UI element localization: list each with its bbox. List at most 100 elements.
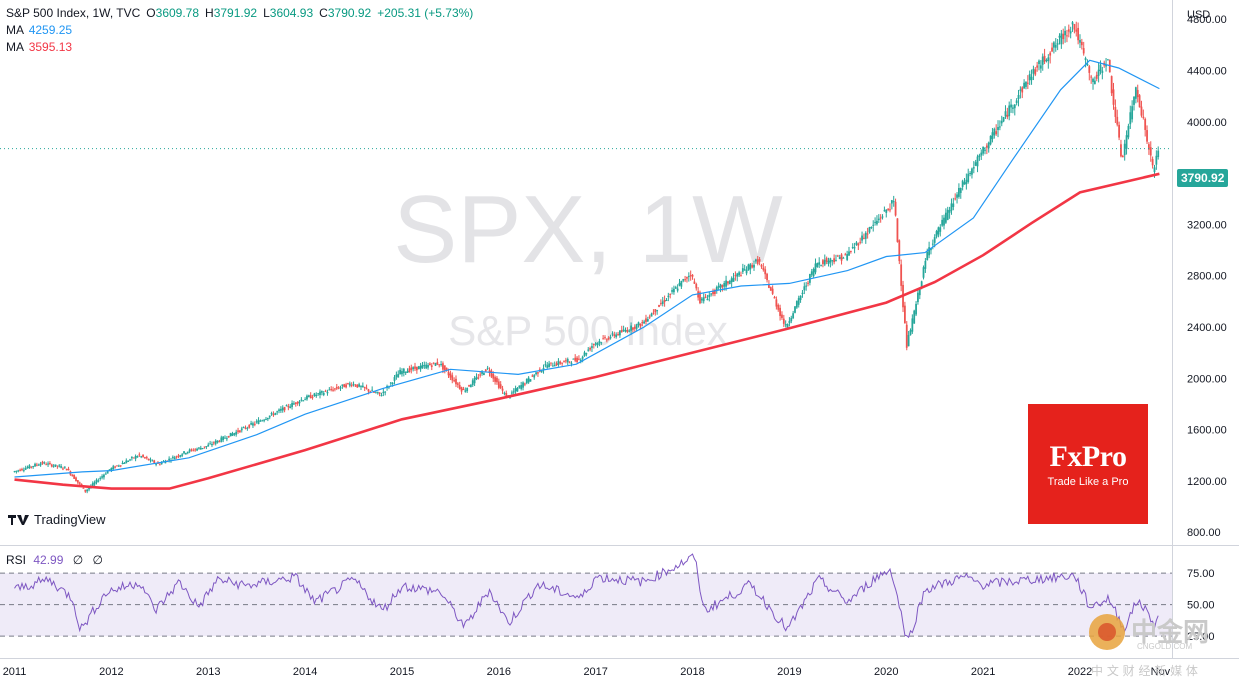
candle-body [982,146,985,154]
candle-body [686,277,688,279]
candle-body [985,145,988,148]
candle-body [1002,117,1005,122]
candle-body [319,391,321,396]
candle-body [26,467,29,469]
candle-body [1015,100,1018,104]
candle-body [402,368,405,373]
candle-body [954,198,957,200]
candle-body [45,464,48,466]
candle-body [551,365,554,367]
candle-body [524,383,526,385]
candle-body [306,395,308,400]
candle-body [544,364,547,366]
candle-body [935,231,938,237]
candle-body [233,433,236,435]
candle-body [1041,56,1044,65]
candle-body [535,372,537,375]
candle-body [971,168,973,175]
y-tick-label: 800.00 [1187,527,1221,539]
candle-body [864,232,867,239]
candle-body [564,360,567,362]
candle-body [317,393,320,395]
x-tick-label: 2021 [971,666,995,678]
candle-body [915,303,917,315]
candle-body [285,405,288,407]
candle-body [989,135,992,145]
candle-body [429,363,431,366]
candle-body [1043,55,1046,62]
candle-body [637,322,640,325]
candle-body [514,388,517,392]
candle-body [188,449,191,452]
candle-body [818,262,821,265]
candle-body [667,295,670,297]
candle-body [1060,33,1063,45]
candle-body [28,465,31,469]
candle-body [868,227,871,233]
candle-body [1021,87,1024,93]
candle-body [279,409,282,411]
candle-body [415,366,418,371]
candle-body [823,259,826,265]
candle-body [244,427,247,429]
candle-body [754,259,757,262]
candle-body [1077,27,1080,41]
candle-body [227,435,230,438]
candle-body [373,391,375,393]
candle-body [587,349,590,351]
candle-body [97,480,100,482]
candle-body [708,294,711,298]
candle-body [63,466,66,468]
candle-body [252,423,254,426]
candle-body [920,281,923,288]
candle-body [460,387,463,392]
candle-body [19,469,22,471]
candle-body [643,321,646,324]
candle-body [41,461,44,464]
candle-body [21,469,23,471]
ma-200-line [14,172,1160,490]
candle-body [263,419,266,421]
candle-body [350,385,353,387]
candle-body [171,456,174,458]
candle-body [911,318,914,332]
candle-body [1157,150,1160,157]
candle-body [356,384,359,388]
candle-body [35,464,38,466]
candle-body [835,260,837,262]
candle-body [533,375,536,378]
candle-body [896,218,899,242]
candle-body [678,282,681,286]
candle-body [330,388,333,390]
candle-body [250,423,252,425]
candle-body [246,427,249,429]
candle-body [293,403,295,405]
candle-body [656,310,659,312]
candle-body [434,363,437,366]
candle-body [196,448,198,451]
y-tick-label: 4400.00 [1187,66,1227,78]
candle-body [687,276,690,278]
candle-body [477,377,480,379]
candle-body [376,391,379,393]
candle-body [496,377,498,383]
candle-body [646,319,649,322]
candle-body [380,395,383,397]
candle-body [47,463,49,465]
candle-body [1153,167,1156,173]
candle-body [1082,48,1085,54]
candle-body [1127,125,1130,138]
candle-body [764,269,767,275]
candle-body [758,259,761,262]
candle-body [928,247,931,256]
candle-body [753,264,755,268]
candle-body [378,392,381,395]
candle-body [510,392,513,394]
candle-body [220,437,223,442]
candle-body [24,468,27,470]
candle-body [736,273,739,277]
candle-body [965,179,968,185]
candle-body [492,373,495,379]
candle-body [876,220,878,225]
